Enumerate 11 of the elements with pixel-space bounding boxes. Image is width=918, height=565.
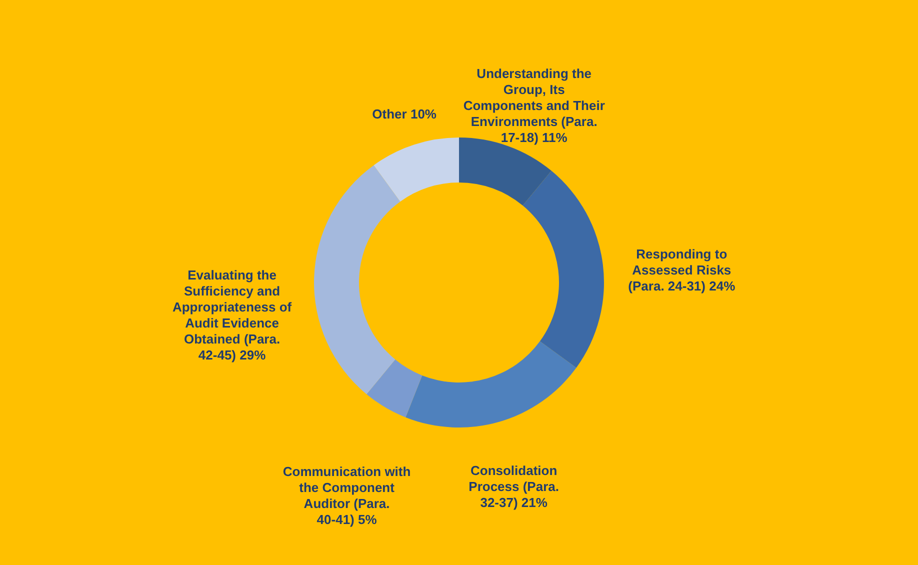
slice-label: Understanding the Group, Its Components and Their Environments (Para. 17-18) 11%	[463, 66, 605, 145]
slice-label: Evaluating the Sufficiency and Appropriateness of Audit Evidence Obtained (Para. 42-45) 29%	[172, 267, 292, 362]
donut-slice	[522, 170, 604, 368]
slice-label: Responding to Assessed Risks (Para. 24-31) 24%	[628, 246, 736, 294]
donut-slice	[314, 165, 400, 394]
donut-slice	[366, 360, 422, 418]
slice-label: Other 10%	[372, 106, 437, 122]
slice-label: Communication with the Component Auditor (Para. 40-41) 5%	[282, 464, 411, 528]
donut-slice	[374, 138, 459, 202]
slice-label: Consolidation Process (Para. 32-37) 21%	[468, 463, 559, 510]
donut-slice	[406, 341, 576, 428]
